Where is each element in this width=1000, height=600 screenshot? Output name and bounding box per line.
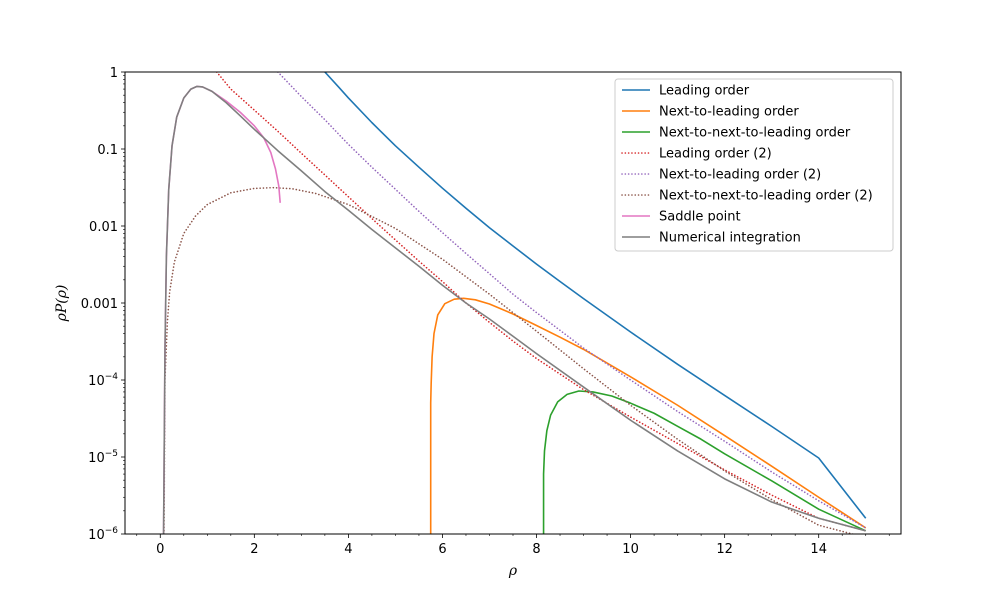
series-line-2: [429, 297, 867, 534]
y-tick-label: 10−5: [88, 449, 118, 466]
x-tick-label: 14: [810, 542, 827, 557]
legend-label-3: Next-to-next-to-leading order: [659, 126, 851, 141]
legend-label-5: Next-to-leading order (2): [659, 168, 821, 183]
x-tick-label: 2: [250, 542, 258, 557]
series-line-8: [162, 85, 866, 534]
series-line-1: [324, 72, 867, 519]
x-axis-label: ρ: [508, 563, 518, 579]
legend-label-8: Numerical integration: [659, 231, 801, 246]
legend-label-7: Saddle point: [659, 210, 741, 225]
legend-label-4: Leading order (2): [659, 147, 772, 162]
legend: Leading order Next-to-leading order Next-t…: [614, 78, 894, 252]
legend-box: [614, 78, 894, 252]
y-tick-label: 0.001: [81, 297, 118, 312]
legend-label-2: Next-to-leading order: [659, 105, 799, 120]
y-tick-label: 10−4: [88, 372, 118, 389]
y-tick-label: 0.01: [89, 220, 118, 235]
legend-label-1: Leading order: [659, 84, 750, 99]
series-layer: [162, 72, 867, 534]
x-tick-label: 8: [532, 542, 540, 557]
series-line-6: [163, 186, 856, 534]
y-axis-label: ρP(ρ): [54, 285, 70, 323]
legend-label-6: Next-to-next-to-leading order (2): [659, 189, 873, 204]
x-tick-label: 0: [156, 542, 164, 557]
x-tick-label: 12: [716, 542, 733, 557]
series-line-7: [162, 85, 281, 534]
x-tick-label: 6: [438, 542, 446, 557]
y-tick-label: 1: [110, 66, 118, 81]
y-tick-label: 0.1: [97, 143, 118, 158]
y-tick-label: 10−6: [88, 526, 118, 543]
x-axis: 0 2 4 6 8 10 12 14: [136, 534, 890, 557]
x-tick-label: 10: [622, 542, 639, 557]
series-line-5: [277, 72, 867, 529]
series-line-3: [542, 390, 867, 534]
x-tick-label: 4: [344, 542, 352, 557]
series-line-4: [215, 72, 867, 532]
y-axis: 10−6 10−5 10−4 0.001 0.01 0.1 1: [81, 66, 125, 543]
